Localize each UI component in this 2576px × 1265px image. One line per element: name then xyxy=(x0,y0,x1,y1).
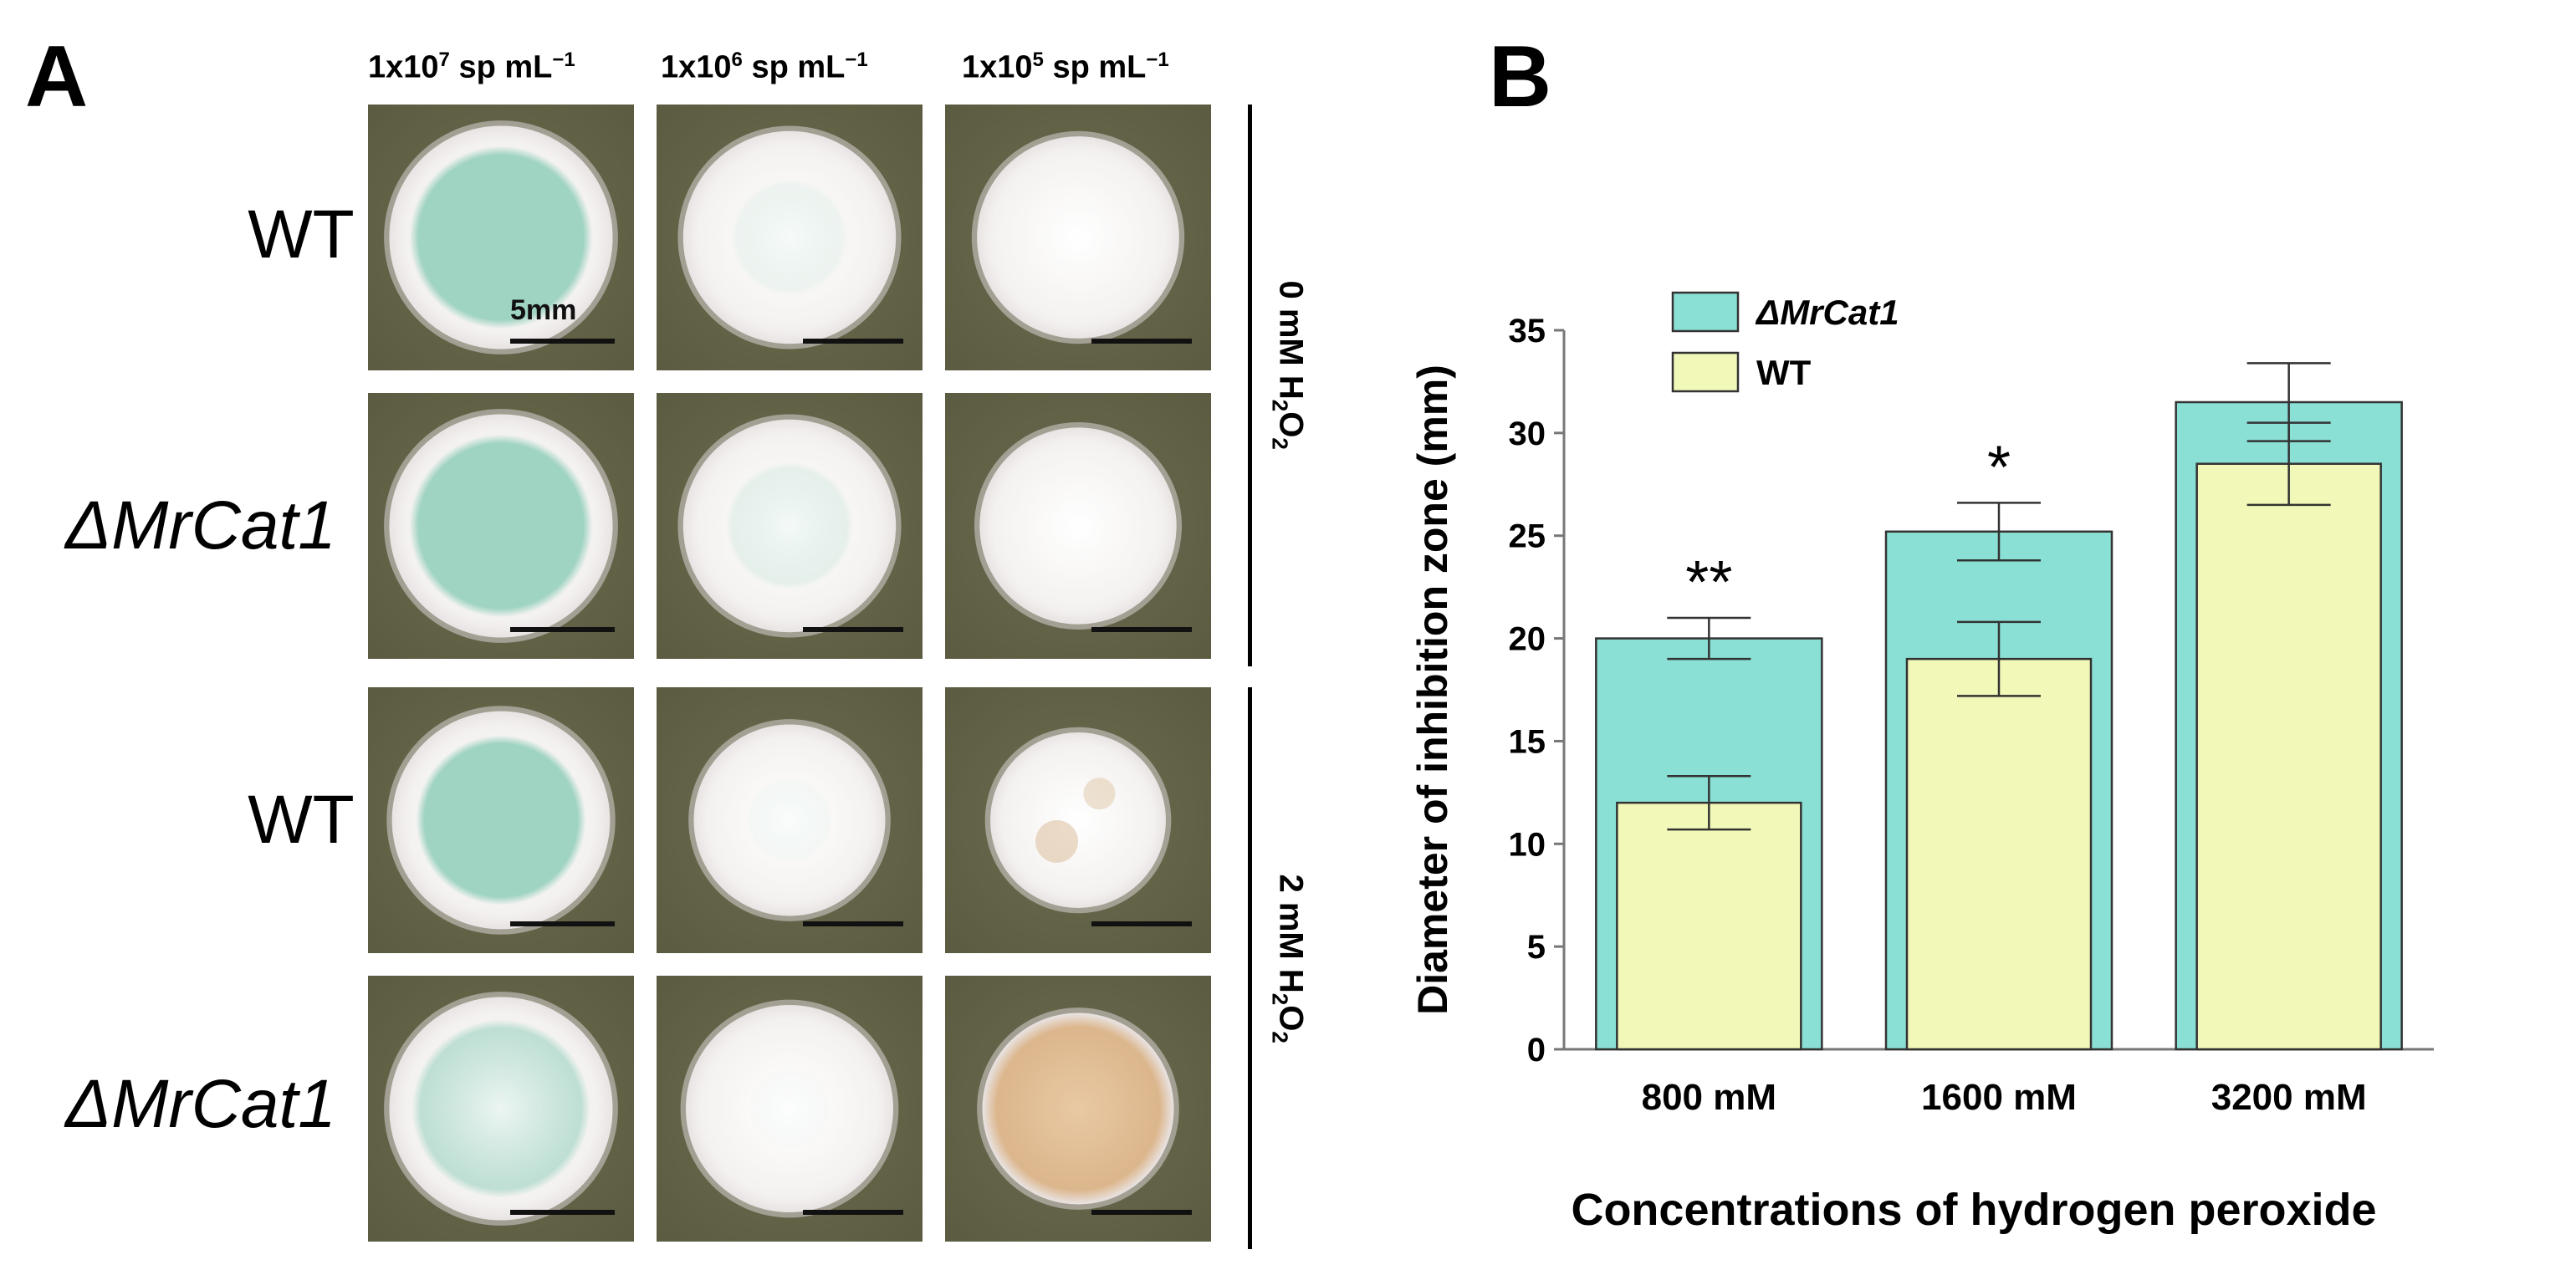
row-label-wt-0mm: WT xyxy=(248,196,355,273)
scale-bar-label: 5mm xyxy=(510,294,577,326)
x-tick-label: 3200 mM xyxy=(2211,1077,2367,1118)
row-label-mrcat1-0mm: ΔMrCat1 xyxy=(65,487,336,564)
legend-label: WT xyxy=(1756,353,1812,392)
colony-plate xyxy=(657,105,923,370)
condition-label-2mm: 2 mM H2O2 xyxy=(1267,874,1310,1043)
y-tick-label: 10 xyxy=(1509,826,1546,863)
y-axis-title: Diameter of inhibition zone (mm) xyxy=(1409,365,1456,1015)
colony-plate xyxy=(945,105,1211,370)
scale-bar xyxy=(510,627,615,632)
legend-label: ΔMrCat1 xyxy=(1755,293,1899,332)
colony-plate xyxy=(945,976,1211,1242)
condition-bracket-2mm xyxy=(1248,687,1252,1249)
y-tick-label: 20 xyxy=(1509,621,1546,658)
scale-bar xyxy=(510,1210,615,1215)
bar-wt xyxy=(1905,657,2093,1051)
colony-plate xyxy=(657,687,923,953)
inhibition-zone-bar-chart: 0 5 10 15 20 25 30 35 ** 800 mM * 1600 mM 3200 mM ΔMr… xyxy=(1409,291,2434,1235)
x-tick-label: 800 mM xyxy=(1642,1077,1776,1118)
panel-a-letter: A xyxy=(25,28,89,125)
y-tick-label: 35 xyxy=(1509,313,1546,349)
colony-plate xyxy=(657,393,923,659)
column-header-1e5: 1x105 sp mL−1 xyxy=(962,48,1169,85)
x-axis-title: Concentrations of hydrogen peroxide xyxy=(1571,1185,2376,1235)
y-tick-label: 25 xyxy=(1509,518,1546,555)
y-tick-label: 5 xyxy=(1527,929,1546,966)
scale-bar xyxy=(803,339,903,344)
scale-bar xyxy=(1091,921,1192,926)
y-tick-label: 15 xyxy=(1509,723,1546,760)
legend-swatch xyxy=(1671,351,1740,393)
panel-b-letter: B xyxy=(1489,28,1552,125)
colony-plate xyxy=(657,976,923,1242)
scale-bar xyxy=(510,921,615,926)
colony-plate xyxy=(368,976,634,1242)
scale-bar xyxy=(1091,1210,1192,1215)
scale-bar xyxy=(1091,339,1192,344)
row-label-wt-2mm: WT xyxy=(248,782,355,858)
scale-bar xyxy=(510,339,615,344)
colony-plate xyxy=(368,105,634,370)
scale-bar xyxy=(803,627,903,632)
y-tick-label: 30 xyxy=(1509,416,1546,452)
bar-wt xyxy=(1616,801,1802,1051)
legend-swatch xyxy=(1671,291,1740,333)
row-label-mrcat1-2mm: ΔMrCat1 xyxy=(65,1066,336,1142)
bar-wt xyxy=(2195,462,2382,1051)
y-tick-label: 0 xyxy=(1527,1032,1546,1069)
column-header-1e6: 1x106 sp mL−1 xyxy=(661,48,868,85)
significance-marker: ** xyxy=(1685,549,1732,616)
scale-bar xyxy=(803,1210,903,1215)
scale-bar xyxy=(1091,627,1192,632)
column-header-1e7: 1x107 sp mL−1 xyxy=(368,48,575,85)
significance-marker: * xyxy=(1987,434,2011,501)
colony-plate xyxy=(368,687,634,953)
colony-plate xyxy=(368,393,634,659)
colony-plate xyxy=(945,393,1211,659)
x-tick-label: 1600 mM xyxy=(1921,1077,2077,1118)
condition-label-0mm: 0 mM H2O2 xyxy=(1267,280,1310,450)
condition-bracket-0mm xyxy=(1248,105,1252,666)
scale-bar xyxy=(803,921,903,926)
colony-plate xyxy=(945,687,1211,953)
